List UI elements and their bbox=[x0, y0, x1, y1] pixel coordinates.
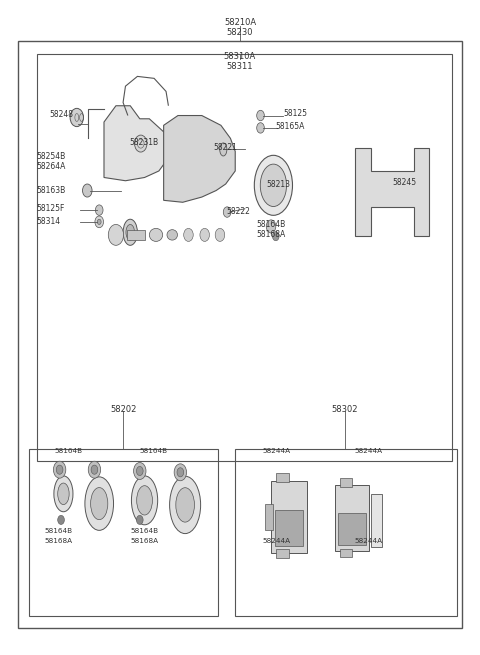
Polygon shape bbox=[355, 148, 429, 236]
Text: 58314: 58314 bbox=[36, 217, 60, 227]
Bar bbox=[235, 449, 457, 616]
Ellipse shape bbox=[149, 229, 163, 242]
Text: 58210A: 58210A bbox=[224, 18, 256, 27]
Text: 58168A: 58168A bbox=[257, 231, 286, 239]
Text: 58164B: 58164B bbox=[55, 449, 83, 455]
Circle shape bbox=[200, 229, 209, 242]
Bar bbox=[37, 54, 452, 461]
Bar bbox=[271, 481, 307, 553]
Circle shape bbox=[174, 464, 187, 481]
Ellipse shape bbox=[176, 488, 194, 522]
Ellipse shape bbox=[169, 476, 201, 534]
Text: 58125: 58125 bbox=[283, 109, 307, 118]
Ellipse shape bbox=[137, 485, 153, 515]
Text: 58165A: 58165A bbox=[276, 122, 305, 131]
Circle shape bbox=[70, 108, 84, 126]
Bar bbox=[127, 230, 144, 240]
Circle shape bbox=[177, 468, 184, 477]
Text: 58244A: 58244A bbox=[263, 449, 291, 455]
Circle shape bbox=[56, 465, 63, 474]
Text: 58202: 58202 bbox=[110, 405, 136, 413]
Ellipse shape bbox=[85, 477, 114, 531]
Ellipse shape bbox=[54, 476, 73, 512]
Text: 58221: 58221 bbox=[214, 143, 238, 152]
Bar bbox=[276, 473, 289, 482]
Circle shape bbox=[136, 466, 143, 476]
Bar bbox=[340, 478, 352, 487]
Bar bbox=[29, 449, 217, 616]
Text: 58213: 58213 bbox=[266, 179, 290, 189]
Circle shape bbox=[266, 220, 276, 233]
Text: 58163B: 58163B bbox=[36, 186, 65, 195]
Text: 58310A: 58310A bbox=[224, 52, 256, 61]
Ellipse shape bbox=[126, 225, 134, 240]
Bar bbox=[276, 549, 289, 558]
Circle shape bbox=[273, 232, 279, 241]
Bar bbox=[340, 549, 352, 557]
Text: 58302: 58302 bbox=[332, 405, 358, 413]
Ellipse shape bbox=[58, 483, 69, 504]
Circle shape bbox=[134, 135, 147, 152]
Text: 58230: 58230 bbox=[227, 28, 253, 37]
Polygon shape bbox=[164, 115, 235, 202]
Circle shape bbox=[184, 229, 193, 242]
Text: 58311: 58311 bbox=[227, 62, 253, 71]
Ellipse shape bbox=[260, 164, 287, 206]
Circle shape bbox=[96, 205, 103, 215]
Text: 58245: 58245 bbox=[393, 178, 417, 187]
Circle shape bbox=[257, 110, 264, 121]
Circle shape bbox=[108, 225, 123, 246]
Text: 58244A: 58244A bbox=[355, 449, 383, 455]
Bar bbox=[275, 510, 302, 546]
Circle shape bbox=[257, 122, 264, 133]
Text: 58125F: 58125F bbox=[36, 204, 65, 214]
Circle shape bbox=[215, 229, 225, 242]
Text: 58164B: 58164B bbox=[257, 220, 286, 229]
Circle shape bbox=[95, 216, 104, 228]
Circle shape bbox=[223, 207, 231, 217]
Text: 58164B: 58164B bbox=[44, 528, 72, 534]
Ellipse shape bbox=[220, 143, 227, 156]
Text: 58222: 58222 bbox=[227, 207, 251, 216]
Circle shape bbox=[136, 515, 143, 525]
Circle shape bbox=[88, 461, 101, 478]
Bar bbox=[371, 494, 382, 548]
Circle shape bbox=[53, 461, 66, 478]
Text: 58164B: 58164B bbox=[130, 528, 158, 534]
Ellipse shape bbox=[123, 219, 137, 246]
Bar bbox=[265, 504, 273, 530]
Text: 58264A: 58264A bbox=[36, 162, 66, 171]
Bar bbox=[338, 513, 366, 546]
Circle shape bbox=[58, 515, 64, 525]
Circle shape bbox=[133, 462, 146, 479]
Ellipse shape bbox=[167, 230, 178, 240]
Text: 58168A: 58168A bbox=[130, 538, 158, 544]
Polygon shape bbox=[104, 105, 188, 181]
Circle shape bbox=[83, 184, 92, 197]
Ellipse shape bbox=[132, 476, 157, 525]
Text: 58244A: 58244A bbox=[263, 538, 291, 544]
Ellipse shape bbox=[91, 487, 108, 519]
Text: 58248: 58248 bbox=[49, 111, 73, 119]
Text: 58168A: 58168A bbox=[44, 538, 72, 544]
Circle shape bbox=[97, 219, 101, 225]
Bar bbox=[336, 485, 369, 551]
Text: 58244A: 58244A bbox=[355, 538, 383, 544]
Ellipse shape bbox=[254, 155, 292, 215]
Text: 58254B: 58254B bbox=[36, 152, 65, 161]
Text: 58164B: 58164B bbox=[140, 449, 168, 455]
Circle shape bbox=[91, 465, 98, 474]
Text: 58231B: 58231B bbox=[129, 138, 158, 147]
